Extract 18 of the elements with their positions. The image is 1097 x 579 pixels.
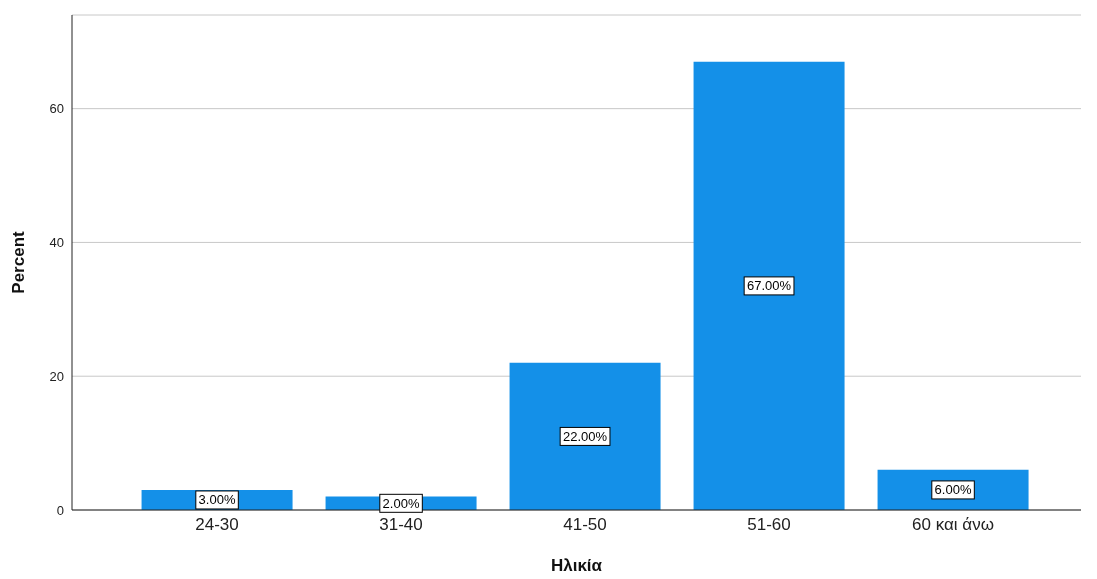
data-label: 2.00% xyxy=(382,495,420,511)
data-label: 22.00% xyxy=(563,428,608,444)
bar xyxy=(693,61,845,510)
x-tick-label: 31-40 xyxy=(379,515,423,535)
y-tick-label: 60 xyxy=(49,101,64,117)
y-tick-label: 20 xyxy=(49,368,64,384)
x-tick-label: 51-60 xyxy=(747,515,791,535)
data-label: 67.00% xyxy=(747,278,792,294)
bar xyxy=(509,362,661,510)
x-tick-label: 41-50 xyxy=(563,515,607,535)
y-tick-label: 40 xyxy=(49,235,64,251)
y-tick-label: 0 xyxy=(56,502,64,518)
x-axis-title: Ηλικία xyxy=(550,556,603,575)
data-label: 6.00% xyxy=(934,482,972,498)
data-label: 3.00% xyxy=(198,492,236,508)
y-axis-title: Percent xyxy=(9,230,29,294)
x-tick-label: 24-30 xyxy=(195,515,239,535)
x-tick-label: 60 και άνω xyxy=(912,515,994,535)
